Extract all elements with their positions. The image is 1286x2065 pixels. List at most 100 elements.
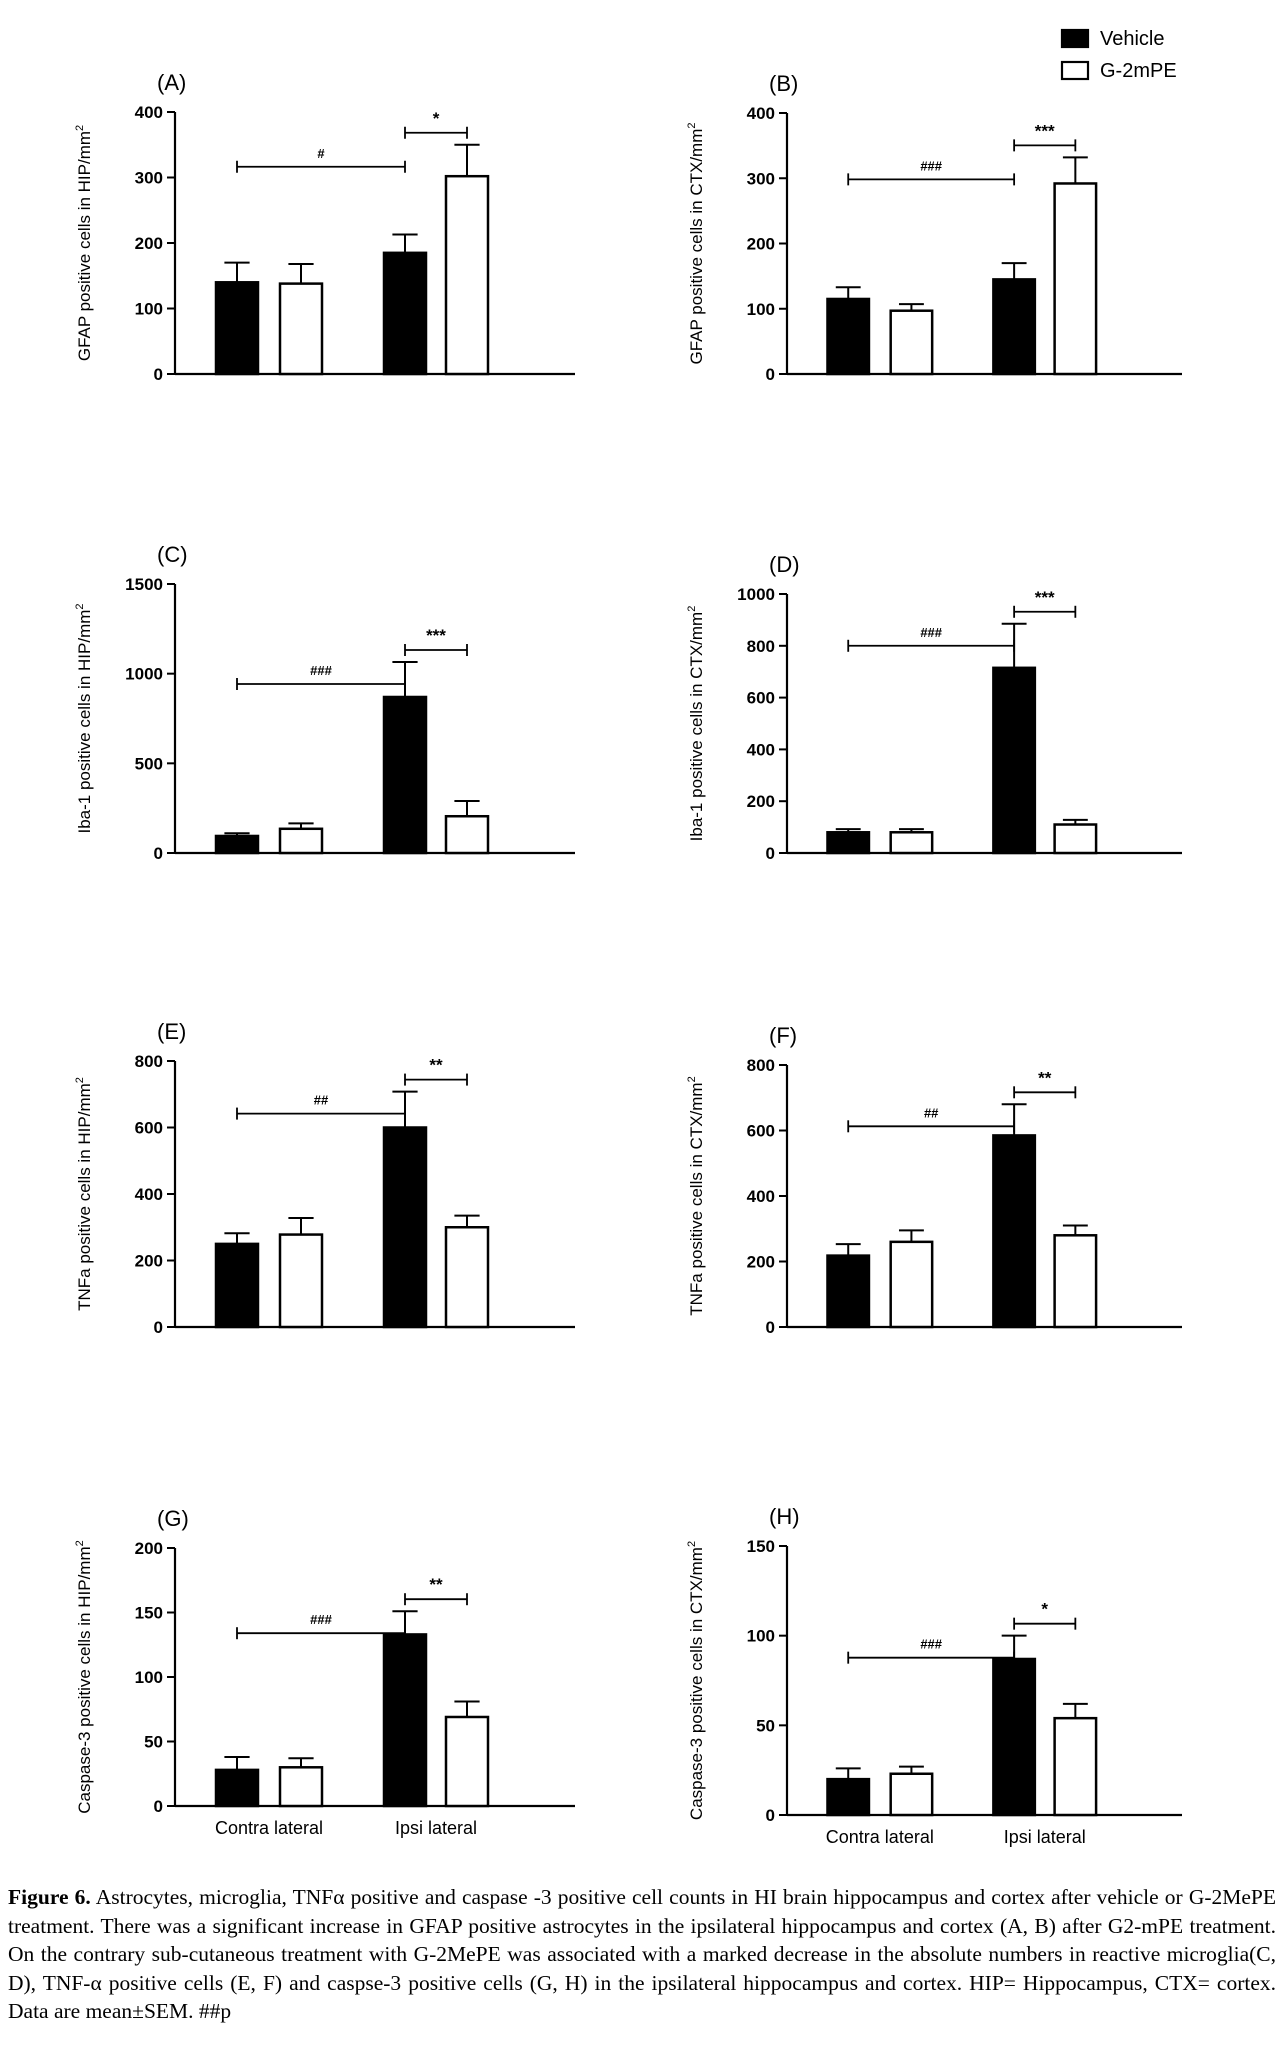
panel-b-y-tick-label: 0: [766, 365, 775, 384]
panel-a-bar-vehicle-contra: [214, 281, 260, 376]
panel-a-y-tick-label: 300: [135, 169, 163, 188]
panel-d-y-tick-label: 200: [747, 792, 775, 811]
panel-h-bar-g-2mpe-contra: [889, 1772, 934, 1817]
caption-text: Astrocytes, microglia, TNFα positive and…: [8, 1885, 1277, 2023]
panel-e-label: (E): [157, 1019, 186, 1044]
figure-caption: Figure 6. Astrocytes, microglia, TNFα po…: [8, 1883, 1276, 2026]
panel-e-bar-g-2mpe-contra: [278, 1233, 324, 1329]
panel-h-x-tick-label: Ipsi lateral: [1004, 1827, 1086, 1847]
panel-b-bar-g-2mpe-contra: [889, 309, 934, 376]
panel-h-bar-g-2mpe-ipsi: [1053, 1716, 1098, 1817]
panel-e-y-axis-title: TNFa positive cells in HIP/mm2: [74, 1077, 94, 1311]
caption-label: Figure 6.: [8, 1885, 91, 1909]
panel-h-y-tick-label: 100: [747, 1627, 775, 1646]
panel-d-label: (D): [769, 552, 800, 577]
panel-d-y-tick-label: 0: [766, 844, 775, 863]
panel-g-y-tick-label: 50: [144, 1733, 163, 1752]
panel-c-y-tick-label: 1000: [125, 665, 163, 684]
panel-a-y-tick-label: 400: [135, 103, 163, 122]
panel-b-sig-label: ***: [1035, 121, 1055, 140]
panel-b-y-tick-label: 300: [747, 169, 775, 188]
panel-a-sig-label: *: [433, 109, 440, 128]
panel-b-bar-g-2mpe-ipsi: [1053, 182, 1098, 376]
panel-e-y-tick-label: 600: [135, 1119, 163, 1138]
panel-e-y-tick-label: 800: [135, 1052, 163, 1071]
panel-d-sig-label: ***: [1035, 588, 1055, 607]
panel-f-bar-g-2mpe-ipsi: [1053, 1234, 1098, 1329]
legend-label: Vehicle: [1100, 28, 1165, 50]
panel-b-y-tick-label: 200: [747, 235, 775, 254]
panel-a-y-axis-title: GFAP positive cells in HIP/mm2: [74, 125, 94, 361]
panel-d-sig-label: ###: [920, 625, 942, 640]
panel-b-label: (B): [769, 71, 798, 96]
panel-e-sig-label: ##: [314, 1093, 329, 1108]
panel-a-bar-g-2mpe-contra: [278, 282, 324, 376]
panel-g-y-tick-label: 150: [135, 1604, 163, 1623]
panel-d-bar-g-2mpe-ipsi: [1053, 823, 1098, 855]
panel-f-y-axis-title: TNFa positive cells in CTX/mm2: [686, 1076, 706, 1315]
panel-h-sig-label: ###: [920, 1637, 942, 1652]
panel-a-sig-label: #: [317, 146, 325, 161]
panel-f-y-tick-label: 0: [766, 1318, 775, 1337]
panel-e-bar-vehicle-contra: [214, 1242, 260, 1329]
panel-g-bar-vehicle-ipsi: [382, 1633, 428, 1808]
panel-a-bar-g-2mpe-ipsi: [444, 174, 490, 376]
panel-d-bar-vehicle-ipsi: [992, 666, 1037, 855]
panel-h-y-tick-label: 50: [756, 1716, 775, 1735]
panel-d-y-tick-label: 800: [747, 637, 775, 656]
panel-g-bar-g-2mpe-ipsi: [444, 1715, 490, 1808]
panel-f-sig-label: **: [1038, 1068, 1052, 1087]
panel-g-bar-vehicle-contra: [214, 1768, 260, 1808]
panel-b-sig-label: ###: [920, 158, 942, 173]
panel-d-y-tick-label: 1000: [737, 585, 775, 604]
panel-d-y-axis-title: Iba-1 positive cells in CTX/mm2: [686, 606, 706, 842]
panel-g-y-tick-label: 100: [135, 1668, 163, 1687]
panel-f-y-tick-label: 800: [747, 1056, 775, 1075]
panel-b-y-axis-title: GFAP positive cells in CTX/mm2: [686, 123, 706, 365]
panel-d-y-tick-label: 600: [747, 689, 775, 708]
panel-b-y-tick-label: 100: [747, 300, 775, 319]
panel-h-bar-vehicle-ipsi: [992, 1657, 1037, 1817]
panel-f-y-tick-label: 200: [747, 1253, 775, 1272]
panel-c-bar-vehicle-ipsi: [382, 695, 428, 855]
panel-c-y-tick-label: 500: [135, 754, 163, 773]
panel-h-y-tick-label: 0: [766, 1806, 775, 1825]
panel-g-x-tick-label: Ipsi lateral: [395, 1818, 477, 1838]
panel-e-y-tick-label: 0: [154, 1318, 163, 1337]
panel-c-y-tick-label: 1500: [125, 575, 163, 594]
panel-c-bar-g-2mpe-contra: [278, 827, 324, 855]
panel-g-bar-g-2mpe-contra: [278, 1766, 324, 1808]
panel-h-sig-label: *: [1041, 1600, 1048, 1619]
panel-b-bar-vehicle-contra: [826, 297, 871, 376]
panel-h-y-axis-title: Caspase-3 positive cells in CTX/mm2: [686, 1541, 706, 1820]
figure-panels: (A) 0 100 200 300 400 GFAP positive cells in H…: [74, 28, 1182, 1847]
panel-f-bar-g-2mpe-contra: [889, 1240, 934, 1329]
panel-f-y-tick-label: 400: [747, 1187, 775, 1206]
panel-a-label: (A): [157, 70, 186, 95]
panel-e-y-tick-label: 200: [135, 1252, 163, 1271]
panel-g-y-tick-label: 200: [135, 1539, 163, 1558]
panel-g-sig-label: ###: [310, 1612, 332, 1627]
panel-c-bar-g-2mpe-ipsi: [444, 814, 490, 855]
panel-d-y-tick-label: 400: [747, 740, 775, 759]
panel-e-sig-label: **: [429, 1056, 443, 1075]
panel-g-x-tick-label: Contra lateral: [215, 1818, 323, 1838]
panel-a-y-tick-label: 200: [135, 234, 163, 253]
panel-g-sig-label: **: [429, 1575, 443, 1594]
panel-c-sig-label: ***: [426, 626, 446, 645]
panel-f-bar-vehicle-contra: [826, 1254, 871, 1329]
panel-d-bar-vehicle-contra: [826, 831, 871, 855]
panel-b-bar-vehicle-ipsi: [992, 278, 1037, 376]
panel-g-y-tick-label: 0: [154, 1797, 163, 1816]
panel-h-bar-vehicle-contra: [826, 1777, 871, 1817]
panel-c-sig-label: ###: [310, 663, 332, 678]
panel-a-bar-vehicle-ipsi: [382, 251, 428, 376]
legend-swatch-vehicle: [1060, 28, 1090, 49]
panel-f-sig-label: ##: [924, 1105, 939, 1120]
panel-f-bar-vehicle-ipsi: [992, 1134, 1037, 1329]
panel-a-y-tick-label: 100: [135, 300, 163, 319]
panel-g-label: (G): [157, 1506, 189, 1531]
panel-a-y-tick-label: 0: [154, 365, 163, 384]
panel-h-label: (H): [769, 1504, 800, 1529]
panel-d-bar-g-2mpe-contra: [889, 831, 934, 855]
